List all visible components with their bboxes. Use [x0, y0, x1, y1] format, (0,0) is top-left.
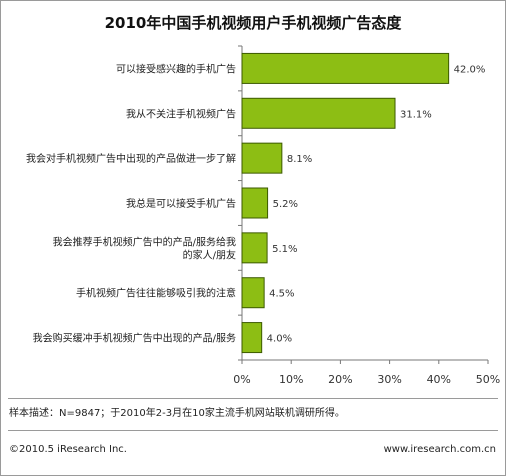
bar: [241, 142, 283, 174]
category-label: 我总是可以接受手机广告: [126, 197, 236, 210]
x-tick-label: 0%: [233, 373, 250, 386]
bar: [241, 97, 396, 129]
category-label: 可以接受感兴趣的手机广告: [116, 62, 236, 75]
value-label: 31.1%: [400, 109, 432, 120]
x-tick-label: 10%: [279, 373, 303, 386]
category-label: 手机视频广告往往能够吸引我的注意: [76, 287, 236, 300]
copyright-text: ©2010.5 iResearch Inc.: [9, 444, 127, 455]
category-label: 我会购买缓冲手机视频广告中出现的产品/服务: [33, 332, 236, 345]
value-label: 8.1%: [287, 154, 312, 165]
bar: [241, 52, 450, 84]
bar: [241, 232, 268, 264]
x-tick-label: 50%: [476, 373, 500, 386]
footer-divider: [8, 430, 498, 431]
value-label: 4.5%: [269, 289, 294, 300]
note-divider: [8, 398, 498, 399]
x-tick-label: 40%: [427, 373, 451, 386]
sample-note: 样本描述：N=9847；于2010年2-3月在10家主流手机网站联机调研所得。: [9, 408, 345, 419]
chart-title: 2010年中国手机视频用户手机视频广告态度: [104, 14, 402, 32]
value-label: 5.2%: [273, 199, 298, 210]
x-tick-label: 20%: [328, 373, 352, 386]
category-label: 我会推荐手机视频广告中的产品/服务给我: [53, 235, 236, 248]
bar: [241, 187, 269, 219]
x-tick-label: 30%: [377, 373, 401, 386]
value-label: 4.0%: [267, 334, 292, 345]
category-label: 我从不关注手机视频广告: [126, 107, 236, 120]
category-label: 我会对手机视频广告中出现的产品做进一步了解: [26, 152, 236, 165]
category-label: 的家人/朋友: [183, 248, 236, 261]
value-label: 5.1%: [272, 244, 297, 255]
bar: [241, 322, 263, 354]
bar: [241, 277, 265, 309]
value-label: 42.0%: [454, 64, 486, 75]
website-text: www.iresearch.com.cn: [383, 444, 496, 455]
